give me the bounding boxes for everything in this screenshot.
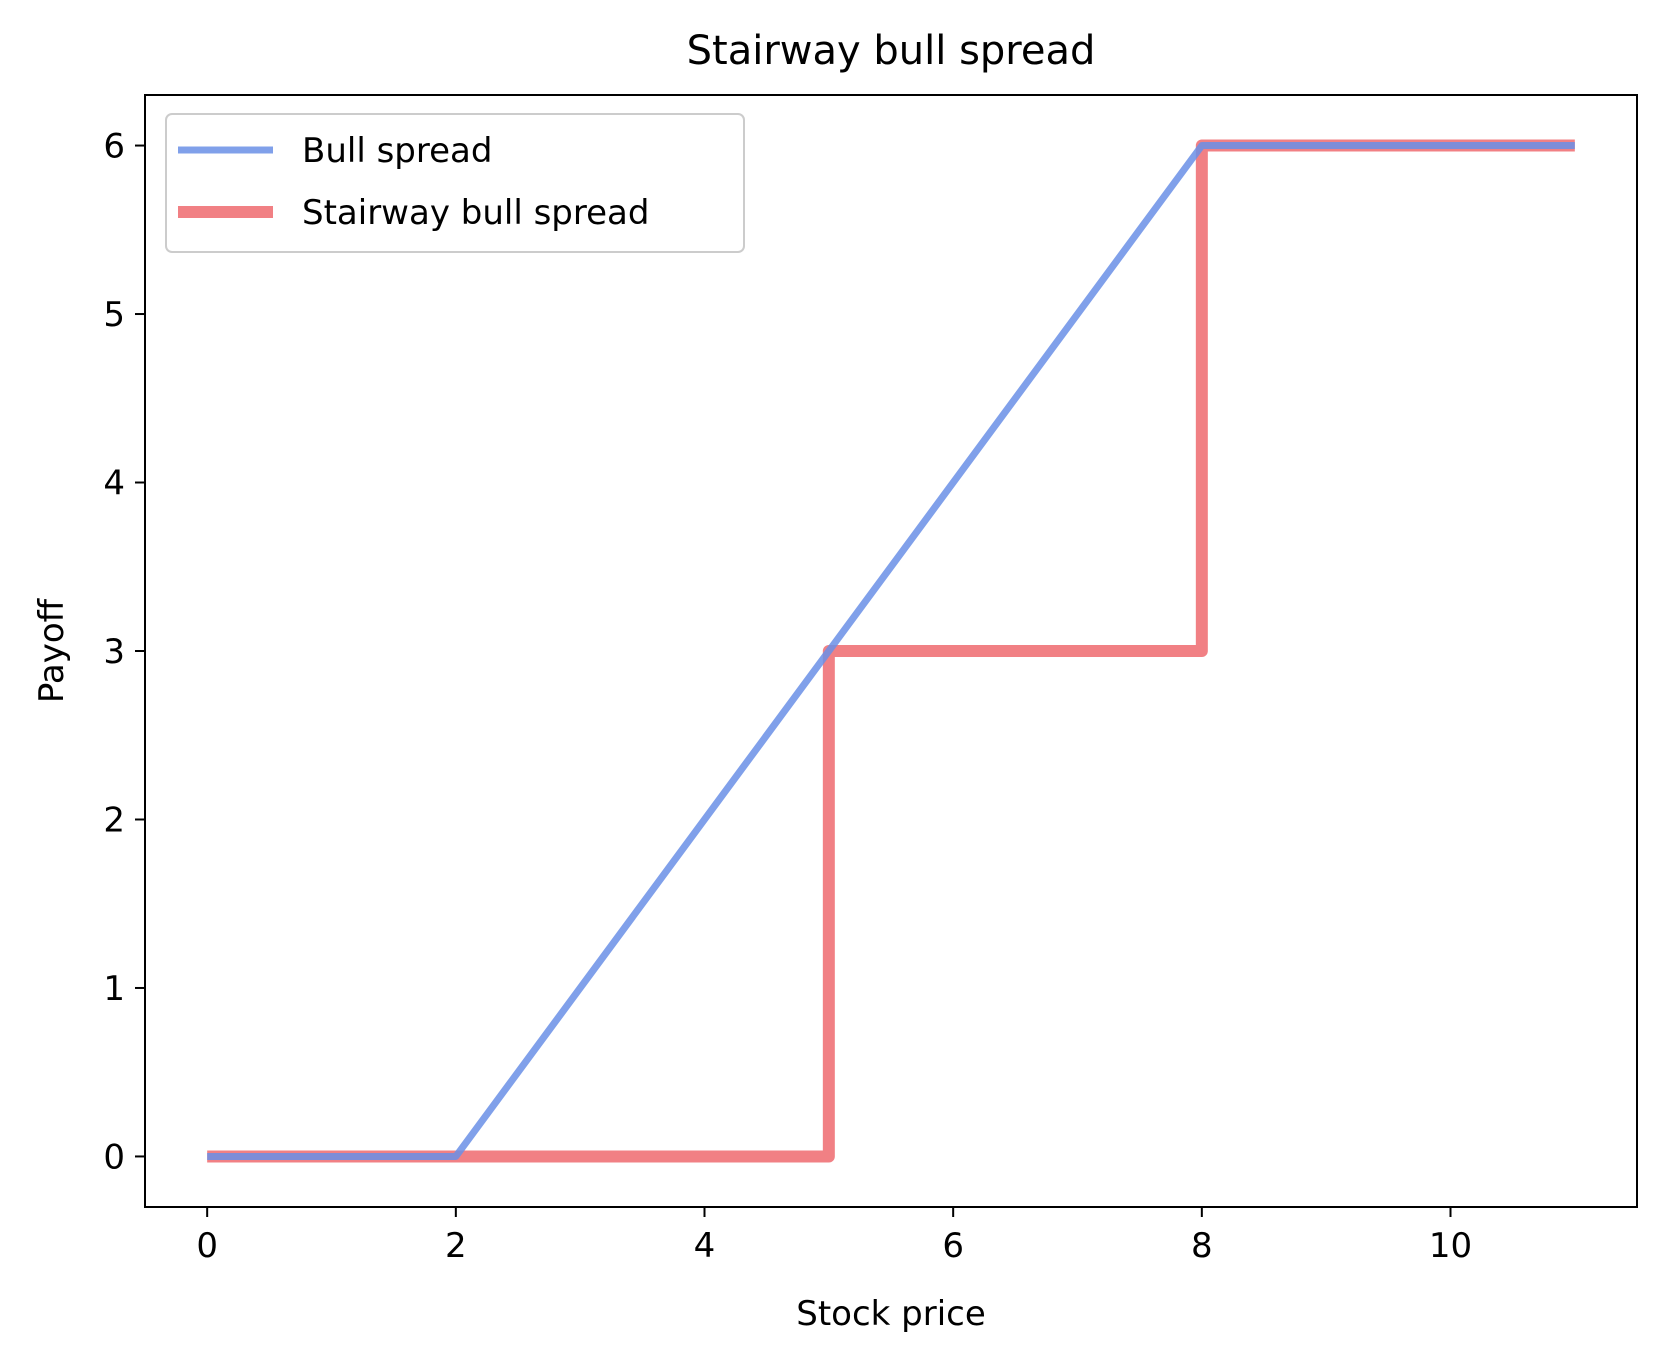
series-group <box>207 139 1575 1163</box>
x-axis: 0 2 4 6 8 10 <box>196 1207 1472 1266</box>
y-tick-label: 0 <box>103 1137 125 1177</box>
x-axis-label: Stock price <box>796 1294 986 1334</box>
y-tick-label: 6 <box>103 127 125 167</box>
x-tick-label: 8 <box>1191 1226 1213 1266</box>
legend-label-stairway-bull-spread: Stairway bull spread <box>302 193 649 233</box>
legend: Bull spread Stairway bull spread <box>165 113 745 253</box>
series-line-stairway-bull-spread <box>207 139 1575 1163</box>
x-tick-label: 0 <box>196 1226 218 1266</box>
x-tick-label: 4 <box>694 1226 716 1266</box>
x-tick-label: 6 <box>942 1226 964 1266</box>
chart-title: Stairway bull spread <box>687 28 1096 74</box>
y-tick-label: 2 <box>103 800 125 840</box>
y-axis-label: Payoff <box>32 597 72 703</box>
y-tick-label: 5 <box>103 295 125 335</box>
series-line-bull-spread <box>207 142 1575 1160</box>
x-tick-label: 2 <box>445 1226 467 1266</box>
y-tick-label: 1 <box>103 969 125 1009</box>
y-tick-label: 4 <box>103 464 125 504</box>
x-tick-label: 10 <box>1429 1226 1472 1266</box>
y-axis: 0 1 2 3 4 5 6 <box>103 127 145 1177</box>
legend-box <box>165 113 745 253</box>
legend-label-bull-spread: Bull spread <box>302 131 492 171</box>
y-tick-label: 3 <box>103 632 125 672</box>
